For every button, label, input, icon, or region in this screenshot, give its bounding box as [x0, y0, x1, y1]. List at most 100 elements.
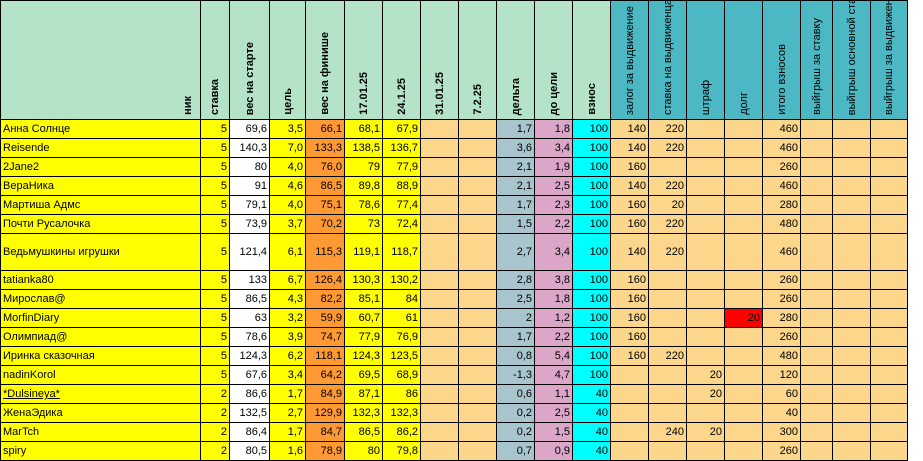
- cell-itogo[interactable]: 60: [762, 384, 801, 404]
- cell-d3[interactable]: [420, 308, 459, 328]
- cell-zalog[interactable]: 140: [610, 138, 649, 158]
- cell-goal[interactable]: 1,7: [269, 422, 306, 442]
- cell-start[interactable]: 133: [229, 270, 270, 290]
- cell-d4[interactable]: [458, 289, 497, 309]
- cell-start[interactable]: 91: [229, 176, 270, 196]
- cell-goal[interactable]: 6,2: [269, 346, 306, 366]
- cell-goal[interactable]: 4,0: [269, 157, 306, 177]
- cell-d3[interactable]: [420, 233, 459, 271]
- cell-goal[interactable]: 4,0: [269, 195, 306, 215]
- cell-d1[interactable]: 119,1: [344, 233, 383, 271]
- cell-togoal[interactable]: 3,8: [534, 270, 573, 290]
- cell-shtraf[interactable]: [686, 289, 725, 309]
- cell-d2[interactable]: 79,8: [382, 441, 421, 461]
- cell-togoal[interactable]: 1,5: [534, 422, 573, 442]
- cell-dolg[interactable]: [724, 441, 763, 461]
- cell-d1[interactable]: 86,5: [344, 422, 383, 442]
- cell-d4[interactable]: [458, 176, 497, 196]
- cell-d1[interactable]: 89,8: [344, 176, 383, 196]
- column-header[interactable]: 24.1.25: [382, 0, 421, 120]
- cell-vznos[interactable]: 40: [572, 441, 611, 461]
- cell-d4[interactable]: [458, 441, 497, 461]
- cell-stavka_vyd[interactable]: [648, 365, 687, 385]
- cell-d4[interactable]: [458, 195, 497, 215]
- cell-stavka_vyd[interactable]: 220: [648, 214, 687, 234]
- cell-itogo[interactable]: 280: [762, 195, 801, 215]
- cell-shtraf[interactable]: [686, 346, 725, 366]
- cell-d2[interactable]: 123,5: [382, 346, 421, 366]
- cell-w3[interactable]: [870, 384, 908, 404]
- column-header[interactable]: штраф: [686, 0, 725, 120]
- cell-delta[interactable]: 0,6: [496, 384, 535, 404]
- cell-zalog[interactable]: 140: [610, 233, 649, 271]
- cell-itogo[interactable]: 40: [762, 403, 801, 423]
- cell-d3[interactable]: [420, 384, 459, 404]
- cell-vznos[interactable]: 40: [572, 422, 611, 442]
- cell-w3[interactable]: [870, 346, 908, 366]
- cell-finish[interactable]: 129,9: [305, 403, 345, 423]
- cell-vznos[interactable]: 100: [572, 214, 611, 234]
- cell-w3[interactable]: [870, 138, 908, 158]
- cell-zalog[interactable]: 160: [610, 308, 649, 328]
- cell-delta[interactable]: 2,8: [496, 270, 535, 290]
- cell-w1[interactable]: [800, 138, 833, 158]
- cell-delta[interactable]: 1,7: [496, 195, 535, 215]
- cell-togoal[interactable]: 4,7: [534, 365, 573, 385]
- cell-finish[interactable]: 74,7: [305, 327, 345, 347]
- cell-w1[interactable]: [800, 384, 833, 404]
- cell-w2[interactable]: [832, 214, 871, 234]
- column-header[interactable]: выйгрыш основной ставки: [832, 0, 871, 120]
- cell-d3[interactable]: [420, 138, 459, 158]
- cell-w3[interactable]: [870, 308, 908, 328]
- cell-togoal[interactable]: 0,9: [534, 441, 573, 461]
- cell-vznos[interactable]: 100: [572, 233, 611, 271]
- cell-stavka_vyd[interactable]: [648, 270, 687, 290]
- cell-vznos[interactable]: 100: [572, 308, 611, 328]
- cell-start[interactable]: 140,3: [229, 138, 270, 158]
- cell-goal[interactable]: 6,7: [269, 270, 306, 290]
- column-header[interactable]: дельта: [496, 0, 535, 120]
- cell-d4[interactable]: [458, 119, 497, 139]
- cell-shtraf[interactable]: [686, 157, 725, 177]
- cell-itogo[interactable]: 300: [762, 422, 801, 442]
- cell-d3[interactable]: [420, 422, 459, 442]
- nickname-cell[interactable]: nadinKorol: [0, 365, 201, 385]
- cell-start[interactable]: 78,6: [229, 327, 270, 347]
- cell-vznos[interactable]: 40: [572, 384, 611, 404]
- cell-d1[interactable]: 132,3: [344, 403, 383, 423]
- cell-finish[interactable]: 64,2: [305, 365, 345, 385]
- cell-finish[interactable]: 84,9: [305, 384, 345, 404]
- cell-vznos[interactable]: 40: [572, 403, 611, 423]
- cell-shtraf[interactable]: [686, 270, 725, 290]
- cell-delta[interactable]: 3,6: [496, 138, 535, 158]
- cell-dolg[interactable]: [724, 195, 763, 215]
- cell-w3[interactable]: [870, 422, 908, 442]
- nickname-cell[interactable]: *Dulsineya*: [0, 384, 201, 404]
- cell-shtraf[interactable]: 20: [686, 384, 725, 404]
- cell-finish[interactable]: 59,9: [305, 308, 345, 328]
- cell-w2[interactable]: [832, 441, 871, 461]
- cell-delta[interactable]: -1,3: [496, 365, 535, 385]
- cell-d1[interactable]: 77,9: [344, 327, 383, 347]
- cell-w3[interactable]: [870, 119, 908, 139]
- cell-w3[interactable]: [870, 233, 908, 271]
- cell-w1[interactable]: [800, 346, 833, 366]
- nickname-cell[interactable]: ВераНика: [0, 176, 201, 196]
- cell-itogo[interactable]: 460: [762, 119, 801, 139]
- cell-shtraf[interactable]: [686, 308, 725, 328]
- cell-zalog[interactable]: [610, 441, 649, 461]
- cell-delta[interactable]: 1,5: [496, 214, 535, 234]
- cell-finish[interactable]: 84,7: [305, 422, 345, 442]
- cell-togoal[interactable]: 2,2: [534, 327, 573, 347]
- cell-d1[interactable]: 73: [344, 214, 383, 234]
- cell-d3[interactable]: [420, 214, 459, 234]
- cell-stavka_vyd[interactable]: [648, 157, 687, 177]
- cell-d4[interactable]: [458, 270, 497, 290]
- cell-w2[interactable]: [832, 138, 871, 158]
- cell-d1[interactable]: 79: [344, 157, 383, 177]
- column-header[interactable]: 7.2.25: [458, 0, 497, 120]
- nickname-cell[interactable]: 2Jane2: [0, 157, 201, 177]
- nickname-cell[interactable]: MorfinDiary: [0, 308, 201, 328]
- cell-zalog[interactable]: 160: [610, 346, 649, 366]
- nickname-cell[interactable]: tatianka80: [0, 270, 201, 290]
